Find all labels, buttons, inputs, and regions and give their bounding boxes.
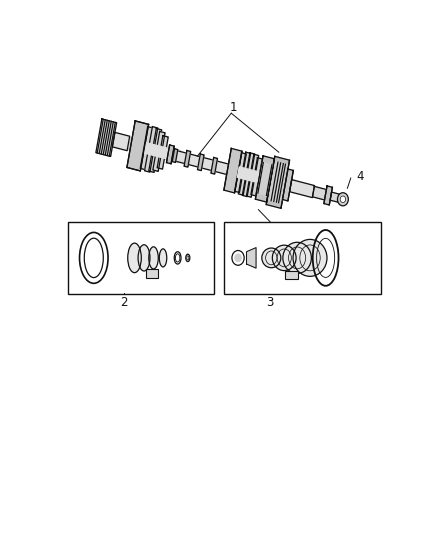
Polygon shape [330, 192, 339, 202]
Ellipse shape [262, 248, 281, 268]
Polygon shape [166, 145, 174, 164]
Polygon shape [127, 138, 180, 163]
Polygon shape [290, 180, 314, 198]
Circle shape [337, 193, 348, 206]
Circle shape [340, 196, 346, 203]
Polygon shape [140, 127, 153, 170]
Text: 2: 2 [120, 296, 128, 309]
Ellipse shape [149, 247, 158, 269]
Polygon shape [283, 169, 293, 201]
Ellipse shape [283, 243, 311, 273]
Ellipse shape [128, 243, 141, 273]
Ellipse shape [272, 245, 296, 271]
Ellipse shape [159, 249, 167, 267]
Circle shape [235, 254, 241, 262]
Polygon shape [324, 186, 332, 205]
Polygon shape [235, 153, 246, 192]
Polygon shape [247, 248, 256, 268]
Polygon shape [226, 163, 298, 193]
FancyBboxPatch shape [146, 269, 158, 278]
Polygon shape [112, 132, 130, 151]
Text: 4: 4 [357, 170, 364, 183]
FancyBboxPatch shape [68, 222, 214, 294]
FancyBboxPatch shape [224, 222, 381, 294]
Polygon shape [127, 121, 148, 171]
Ellipse shape [138, 245, 150, 271]
Polygon shape [157, 135, 168, 169]
Polygon shape [237, 167, 261, 183]
Polygon shape [211, 157, 217, 174]
Text: 1: 1 [229, 101, 237, 114]
Polygon shape [255, 156, 274, 202]
Polygon shape [198, 154, 204, 171]
Polygon shape [312, 187, 326, 200]
Polygon shape [172, 149, 178, 163]
Polygon shape [176, 151, 229, 174]
Polygon shape [247, 154, 259, 197]
FancyBboxPatch shape [285, 271, 298, 279]
Polygon shape [153, 132, 165, 172]
Polygon shape [269, 161, 287, 203]
Polygon shape [251, 158, 262, 196]
Polygon shape [145, 143, 170, 159]
Polygon shape [238, 152, 251, 195]
Text: 3: 3 [267, 296, 274, 309]
Polygon shape [258, 163, 272, 195]
Polygon shape [149, 128, 162, 172]
Polygon shape [224, 148, 242, 193]
Polygon shape [184, 150, 191, 167]
Polygon shape [96, 119, 117, 157]
Ellipse shape [293, 239, 327, 276]
Polygon shape [145, 127, 158, 172]
Polygon shape [242, 153, 255, 197]
Polygon shape [266, 156, 290, 208]
